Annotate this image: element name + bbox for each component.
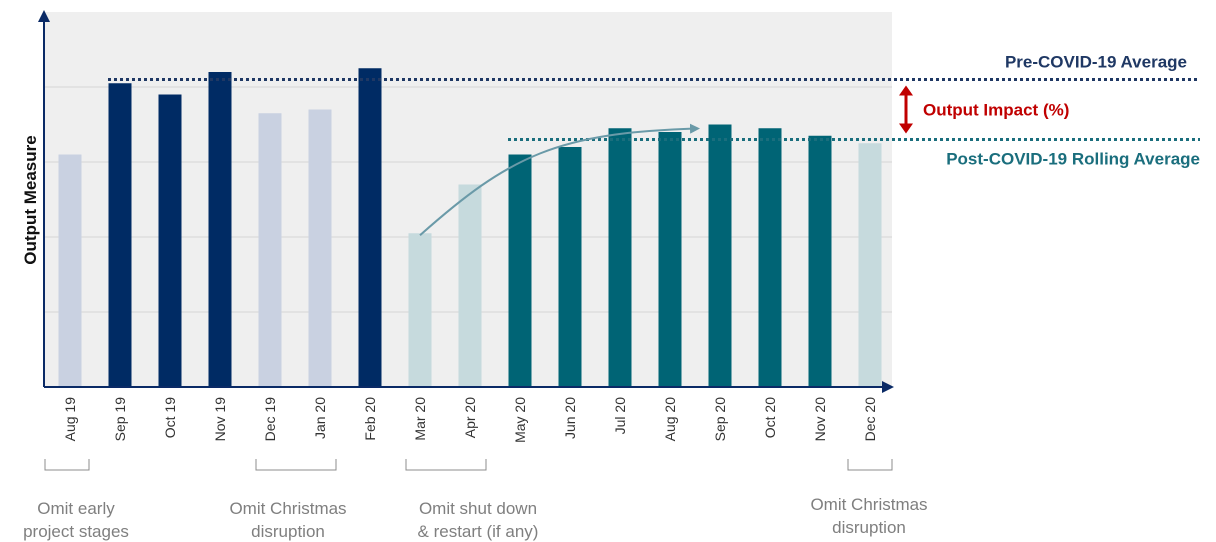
x-tick-label: Nov 19	[212, 397, 228, 442]
omit-bracket	[405, 459, 487, 471]
post-covid-average-label: Post-COVID-19 Rolling Average	[946, 150, 1200, 169]
omit-brackets	[44, 459, 893, 471]
x-tick-label: Sep 19	[112, 397, 128, 442]
bar	[758, 128, 782, 387]
x-tick-label: Dec 19	[262, 397, 278, 442]
omit-annotation-line: & restart (if any)	[418, 522, 539, 541]
output-impact-label: Output Impact (%)	[923, 101, 1069, 120]
bar	[858, 143, 882, 387]
bar	[308, 109, 332, 387]
y-axis-arrow-icon	[38, 10, 50, 22]
bar	[808, 135, 832, 387]
x-tick-label: Apr 20	[462, 397, 478, 438]
omit-annotation-line: Omit Christmas	[229, 499, 346, 518]
y-axis-label: Output Measure	[21, 135, 40, 264]
bar	[658, 132, 682, 387]
bar	[608, 128, 632, 387]
pre-covid-average-label: Pre-COVID-19 Average	[1005, 53, 1187, 72]
x-tick-label: Jun 20	[562, 397, 578, 439]
omit-annotation-line: Omit Christmas	[810, 495, 927, 514]
x-axis-arrow-icon	[882, 381, 894, 393]
bar	[258, 113, 282, 387]
omit-annotation-line: disruption	[251, 522, 325, 541]
recovery-trend-arrow	[419, 123, 700, 236]
x-tick-label: Aug 19	[62, 397, 78, 442]
x-tick-label: May 20	[512, 397, 528, 443]
x-tick-label: Jul 20	[612, 397, 628, 435]
x-tick-label: Jan 20	[312, 397, 328, 439]
x-tick-label: Mar 20	[412, 397, 428, 441]
omit-bracket	[44, 459, 90, 471]
x-tick-label: Dec 20	[862, 397, 878, 442]
x-tick-label: Oct 20	[762, 397, 778, 438]
omit-annotation-line: Omit early	[37, 499, 115, 518]
omit-annotation-line: project stages	[23, 522, 129, 541]
bar	[58, 154, 82, 387]
bar	[408, 233, 432, 387]
impact-arrow-up-icon	[899, 85, 913, 96]
x-tick-label: Aug 20	[662, 397, 678, 442]
impact-arrow-down-icon	[899, 123, 913, 134]
bar	[358, 68, 382, 387]
bar	[458, 184, 482, 387]
x-tick-label: Feb 20	[362, 397, 378, 441]
omit-annotation-line: Omit shut down	[419, 499, 537, 518]
omit-bracket	[255, 459, 337, 471]
bar	[158, 94, 182, 387]
bar	[708, 124, 732, 387]
bar	[108, 83, 132, 387]
x-tick-label: Oct 19	[162, 397, 178, 438]
bar	[558, 147, 582, 387]
omit-annotation-line: disruption	[832, 518, 906, 537]
bar	[208, 72, 232, 387]
x-tick-label: Nov 20	[812, 397, 828, 442]
omit-annotations: Omit early project stages Omit Christmas di…	[23, 495, 927, 541]
x-tick-labels: Aug 19 Sep 19 Oct 19 Nov 19 Dec 19 Jan 20 Feb …	[62, 397, 878, 443]
bar	[508, 154, 532, 387]
reference-lines	[108, 78, 1200, 141]
bars	[58, 68, 882, 387]
x-tick-label: Sep 20	[712, 397, 728, 442]
omit-bracket	[847, 459, 893, 471]
